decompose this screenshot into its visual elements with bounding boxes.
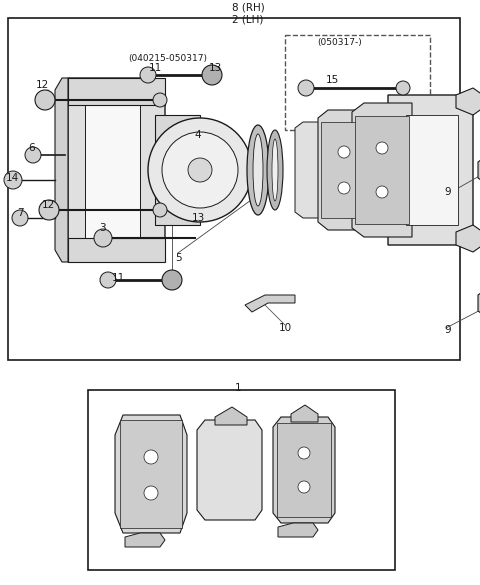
Polygon shape: [68, 78, 165, 262]
Text: 12: 12: [36, 80, 48, 90]
Polygon shape: [68, 238, 165, 262]
Text: (050317-): (050317-): [318, 39, 362, 47]
Text: 13: 13: [192, 213, 204, 223]
Circle shape: [100, 272, 116, 288]
Circle shape: [25, 147, 41, 163]
Text: 14: 14: [5, 173, 19, 183]
Polygon shape: [456, 225, 480, 252]
Polygon shape: [215, 407, 247, 425]
Circle shape: [396, 81, 410, 95]
Circle shape: [12, 210, 28, 226]
Polygon shape: [291, 405, 318, 422]
Polygon shape: [478, 155, 480, 185]
Ellipse shape: [267, 130, 283, 210]
Polygon shape: [318, 110, 370, 230]
Circle shape: [376, 142, 388, 154]
Bar: [321, 122, 368, 218]
Polygon shape: [197, 420, 262, 520]
Circle shape: [162, 132, 238, 208]
Circle shape: [148, 118, 252, 222]
Polygon shape: [155, 115, 200, 225]
Polygon shape: [278, 523, 318, 537]
Bar: [8, 18, 460, 360]
Polygon shape: [456, 88, 480, 115]
Text: 5: 5: [175, 253, 181, 263]
Text: 6: 6: [29, 143, 36, 153]
Circle shape: [376, 186, 388, 198]
Circle shape: [162, 270, 182, 290]
Text: 13: 13: [208, 63, 222, 73]
Text: 7: 7: [17, 208, 24, 218]
Bar: [285, 35, 430, 130]
Text: 1: 1: [235, 383, 241, 393]
Bar: [355, 116, 409, 224]
Text: 9: 9: [444, 187, 451, 197]
Polygon shape: [68, 78, 165, 105]
Circle shape: [153, 203, 167, 217]
Polygon shape: [478, 288, 480, 318]
Circle shape: [144, 486, 158, 500]
Circle shape: [4, 171, 22, 189]
Polygon shape: [352, 103, 412, 237]
Bar: [120, 420, 182, 528]
Circle shape: [298, 481, 310, 493]
Polygon shape: [85, 105, 140, 238]
Circle shape: [298, 447, 310, 459]
Ellipse shape: [253, 134, 263, 206]
Bar: [88, 390, 395, 570]
Circle shape: [298, 80, 314, 96]
Text: (040215-050317): (040215-050317): [129, 53, 207, 63]
Text: 11: 11: [148, 63, 162, 73]
Polygon shape: [406, 115, 458, 225]
Circle shape: [144, 450, 158, 464]
Polygon shape: [55, 78, 68, 262]
Circle shape: [338, 182, 350, 194]
Polygon shape: [388, 95, 473, 245]
Polygon shape: [295, 122, 340, 218]
Text: 3: 3: [99, 223, 105, 233]
Text: 8 (RH): 8 (RH): [232, 3, 264, 13]
Circle shape: [202, 65, 222, 85]
Text: 2 (LH): 2 (LH): [232, 15, 264, 25]
Ellipse shape: [272, 139, 278, 201]
Polygon shape: [273, 417, 335, 523]
Polygon shape: [115, 415, 187, 533]
Text: 10: 10: [278, 323, 291, 333]
Text: 12: 12: [41, 200, 55, 210]
Circle shape: [153, 93, 167, 107]
Text: 9: 9: [444, 325, 451, 335]
Circle shape: [338, 146, 350, 158]
Bar: [277, 423, 331, 517]
Ellipse shape: [247, 125, 269, 215]
Circle shape: [188, 158, 212, 182]
Text: 15: 15: [325, 75, 338, 85]
Circle shape: [94, 229, 112, 247]
Text: 4: 4: [195, 130, 201, 140]
Circle shape: [140, 67, 156, 83]
Text: 11: 11: [111, 273, 125, 283]
Polygon shape: [125, 533, 165, 547]
Circle shape: [39, 200, 59, 220]
Polygon shape: [245, 295, 295, 312]
Circle shape: [35, 90, 55, 110]
